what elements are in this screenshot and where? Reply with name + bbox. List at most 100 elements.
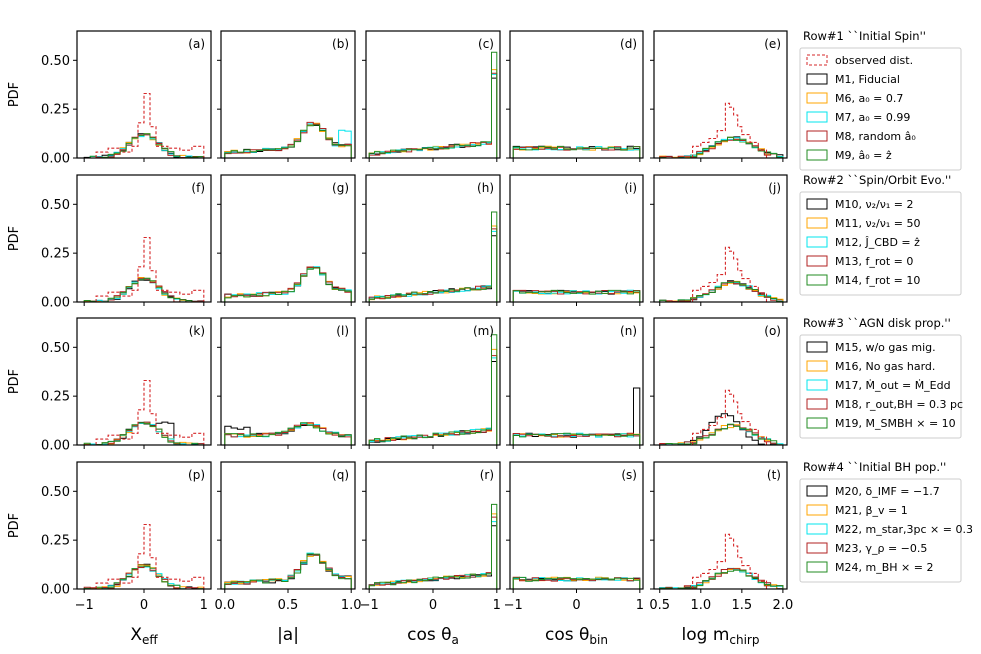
- legend-box: [799, 478, 962, 583]
- observed-histogram: [95, 379, 205, 445]
- histogram-series: [83, 277, 204, 303]
- panel-1-3: (i): [506, 174, 644, 306]
- x-tick-label: −1: [504, 598, 523, 613]
- legend-entry: M12, Ĵ_CBD = ẑ: [835, 236, 920, 249]
- legend-swatch: [806, 92, 828, 104]
- panel-label: (k): [189, 324, 205, 338]
- histogram-series: [84, 421, 204, 446]
- x-tick-label: −1: [360, 598, 379, 613]
- legend-swatch: [806, 149, 828, 161]
- histogram-series: [83, 279, 205, 303]
- legend-entry: M14, f_rot = 10: [835, 274, 920, 287]
- legend-entry: M19, M_SMBH × = 10: [835, 417, 956, 430]
- histogram-series: [224, 124, 352, 158]
- legend-entry: M24, m_BH × = 2: [835, 561, 933, 574]
- histogram-series: [84, 277, 205, 303]
- legend-entry: M7, a₀ = 0.99: [835, 111, 910, 124]
- x-axis-label: Xeff: [130, 625, 158, 647]
- panel-label: (g): [332, 181, 349, 195]
- panel-label: (e): [764, 37, 781, 51]
- legend-entry: M21, β_v = 1: [835, 504, 908, 517]
- panel-label: (a): [188, 37, 205, 51]
- histogram-series: [224, 422, 352, 445]
- y-tick-label: 0.50: [41, 54, 70, 69]
- legend-entry: M9, â₀ = ẑ: [835, 149, 892, 162]
- legend-swatch: [806, 561, 828, 573]
- legend-swatch: [806, 255, 828, 267]
- histogram-series: [659, 568, 784, 590]
- histogram-series: [224, 267, 352, 302]
- legend-title: Row#2 ``Spin/Orbit Evo.'': [803, 173, 951, 187]
- legend-swatch: [806, 274, 828, 286]
- y-tick-label: 0.00: [41, 152, 70, 167]
- legend-swatch: [806, 542, 828, 554]
- panel-label: (m): [473, 324, 494, 338]
- histogram-series: [659, 281, 784, 303]
- legend-row-3: Row#3 ``AGN disk prop.'' M15, w/o gas mig…: [799, 316, 963, 439]
- observed-histogram: [95, 92, 205, 158]
- y-tick-label: 0.00: [41, 583, 70, 598]
- legend-swatch: [806, 236, 828, 248]
- panel-label: (l): [336, 324, 349, 338]
- panel-2-0: (k) 0.00 0.25 0.50: [41, 317, 212, 454]
- y-axis-label: PDF: [7, 82, 22, 107]
- legend-entry: M18, r_out,BH = 0.3 pc: [835, 398, 963, 411]
- y-tick-label: 0.25: [41, 390, 70, 405]
- panel-0-3: (d): [506, 30, 644, 162]
- panel-label: (i): [624, 181, 637, 195]
- legend-swatch: [806, 217, 828, 229]
- legend-swatch: [806, 523, 828, 535]
- legend-box: [799, 334, 962, 439]
- histogram-series: [512, 145, 641, 158]
- legend-row-4: Row#4 ``Initial BH pop.'' M20, δ_IMF = −1…: [799, 460, 973, 583]
- y-tick-label: 0.50: [41, 198, 70, 213]
- panel-label: (c): [478, 37, 494, 51]
- axes-frame: [653, 317, 788, 446]
- panel-2-2: (m): [362, 317, 501, 449]
- legend-row-1: Row#1 ``Initial Spin'' observed dist. M1, …: [799, 29, 962, 171]
- x-axis-label: |a|: [277, 625, 299, 645]
- panel-label: (n): [620, 324, 637, 338]
- panel-label: (h): [477, 181, 494, 195]
- histogram-series: [224, 553, 352, 589]
- x-tick-label: 2.0: [773, 598, 794, 613]
- histogram-series: [84, 564, 205, 590]
- axes-frame: [653, 174, 788, 303]
- legend-swatch: [806, 360, 828, 372]
- legend-title: Row#4 ``Initial BH pop.'': [803, 460, 946, 474]
- legend-entry: M20, δ_IMF = −1.7: [835, 485, 940, 498]
- axes-frame: [509, 174, 644, 303]
- x-tick-label: 1.0: [341, 598, 362, 613]
- panel-label: (o): [764, 324, 781, 338]
- panel-label: (s): [621, 468, 637, 482]
- histogram-series: [84, 421, 205, 446]
- x-tick-label: 0: [429, 598, 437, 613]
- panel-label: (t): [767, 468, 781, 482]
- panel-3-0: (p) 0.00 0.25 0.50 −1 0 1: [41, 461, 212, 613]
- panel-1-1: (g): [217, 174, 356, 306]
- x-axis-label: cos θa: [407, 625, 459, 647]
- legend-box: [799, 191, 962, 296]
- histogram-series: [368, 503, 498, 589]
- histogram-series: [512, 432, 641, 445]
- legend-swatch: [806, 341, 828, 353]
- panel-0-4: (e): [650, 30, 788, 162]
- panel-label: (r): [480, 468, 494, 482]
- legend-swatch: [806, 54, 828, 66]
- panel-0-2: (c): [362, 30, 501, 162]
- axes-frame: [653, 461, 788, 590]
- y-tick-label: 0.00: [41, 296, 70, 311]
- legend-entry: M6, a₀ = 0.7: [835, 92, 903, 105]
- panel-3-4: (t) 0.5 1.0 1.5 2.0: [649, 461, 794, 613]
- histogram-series: [368, 334, 498, 445]
- histogram-series: [368, 211, 498, 302]
- x-tick-label: 1.0: [690, 598, 711, 613]
- panel-2-4: (o): [650, 317, 788, 449]
- panel-1-4: (j): [650, 174, 788, 306]
- panel-label: (p): [188, 468, 205, 482]
- histogram-series: [659, 138, 783, 159]
- legend-swatch: [806, 379, 828, 391]
- observed-histogram: [692, 389, 768, 445]
- x-tick-label: 1: [200, 598, 208, 613]
- x-axis-label: log mchirp: [682, 625, 760, 647]
